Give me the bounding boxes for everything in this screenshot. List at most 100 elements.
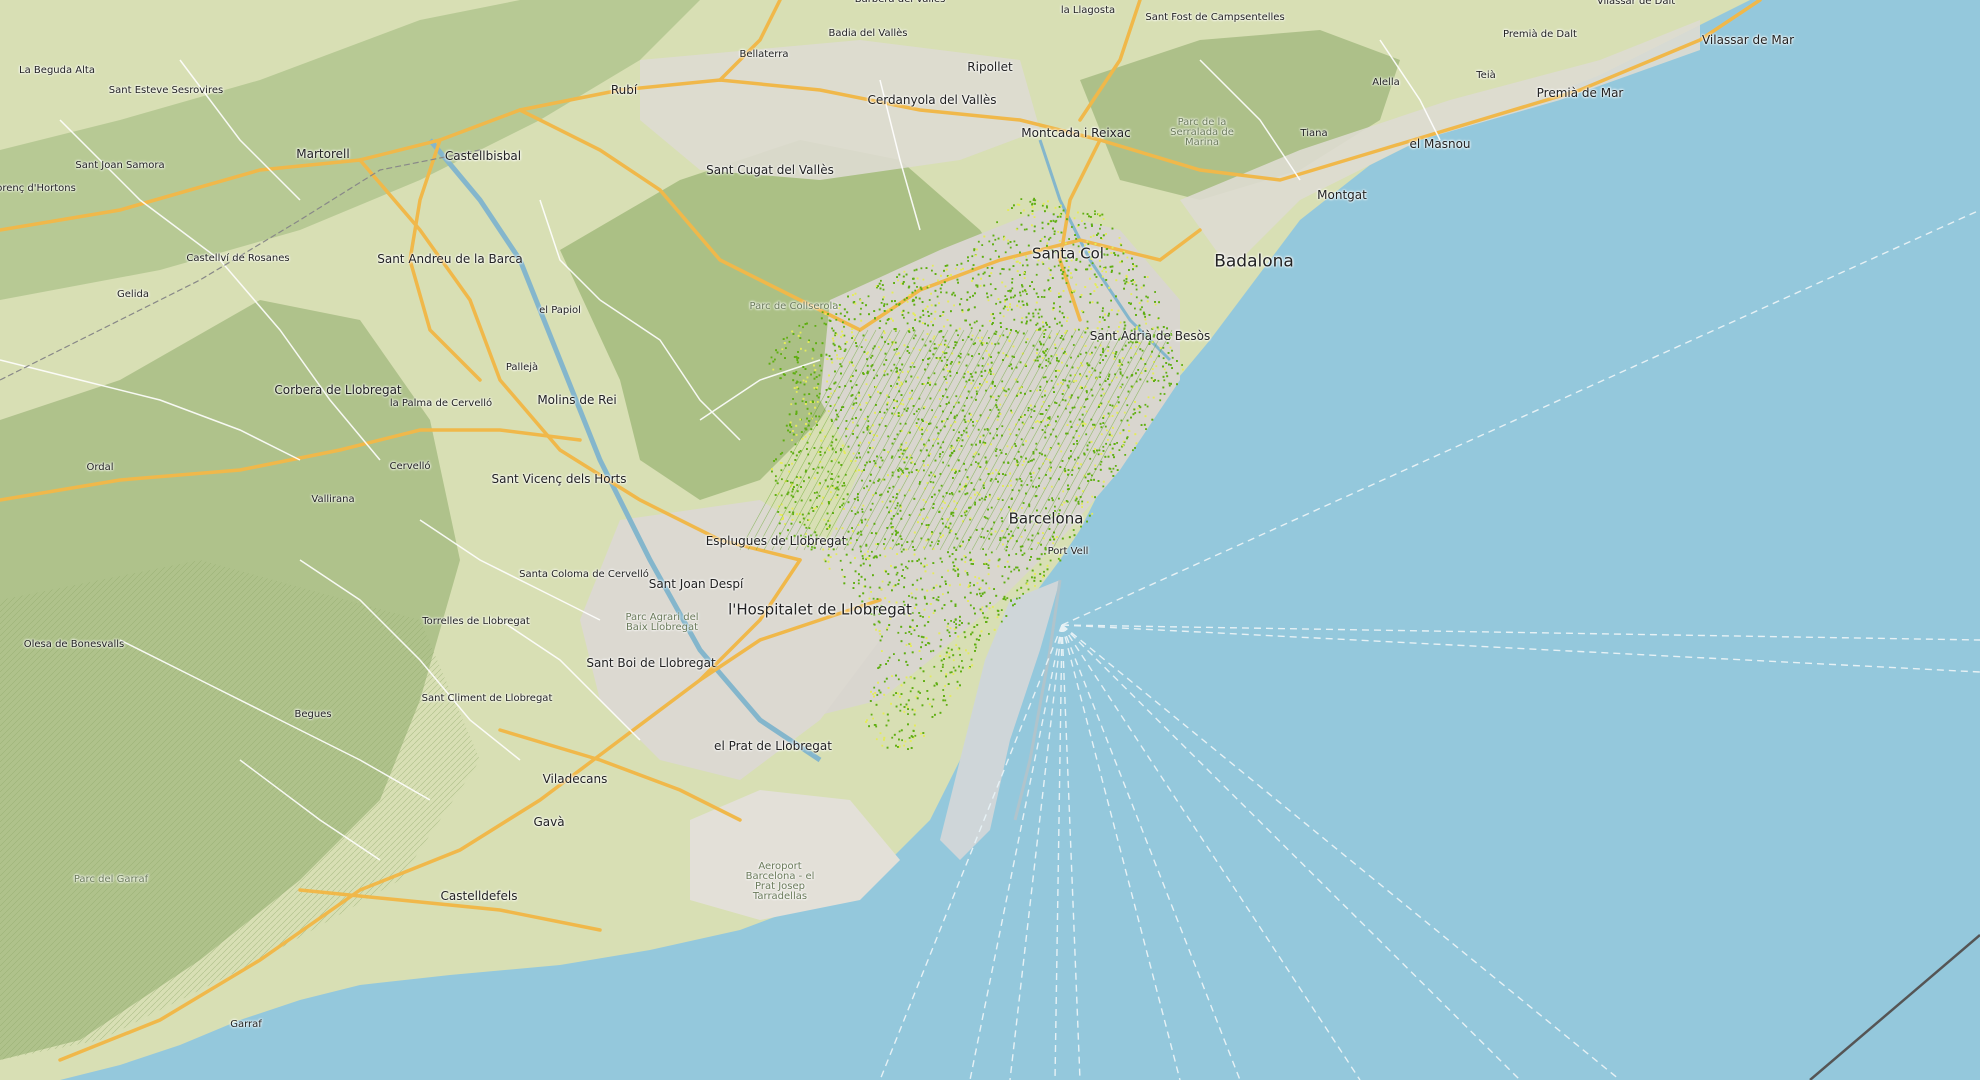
transit-stop bbox=[874, 317, 876, 319]
transit-stop bbox=[960, 670, 962, 673]
transit-stop bbox=[975, 461, 977, 463]
transit-stop bbox=[963, 418, 966, 421]
transit-stop bbox=[1083, 222, 1086, 225]
transit-stop bbox=[1124, 282, 1127, 285]
transit-stop bbox=[1054, 251, 1057, 254]
transit-stop bbox=[1012, 604, 1014, 607]
transit-stop bbox=[1081, 251, 1083, 254]
transit-stop bbox=[994, 530, 997, 533]
transit-stop bbox=[1004, 305, 1006, 308]
transit-stop bbox=[1131, 257, 1133, 260]
transit-stop bbox=[868, 597, 871, 600]
transit-stop bbox=[939, 315, 942, 317]
transit-stop bbox=[881, 744, 884, 747]
transit-stop bbox=[945, 403, 948, 405]
transit-stop bbox=[988, 633, 990, 635]
transit-stop bbox=[1079, 353, 1082, 356]
transit-stop bbox=[779, 453, 782, 455]
transit-stop bbox=[1050, 466, 1052, 469]
transit-stop bbox=[927, 621, 930, 623]
transit-stop bbox=[1083, 422, 1085, 425]
transit-stop bbox=[909, 690, 912, 693]
transit-stop bbox=[894, 328, 897, 330]
transit-stop bbox=[1111, 404, 1114, 407]
transit-stop bbox=[1062, 389, 1065, 392]
transit-stop bbox=[938, 510, 941, 513]
transit-stop bbox=[1100, 284, 1103, 286]
transit-stop bbox=[960, 488, 963, 491]
transit-stop bbox=[829, 395, 831, 398]
transit-stop bbox=[929, 349, 932, 352]
transit-stop bbox=[1119, 321, 1122, 324]
transit-stop bbox=[958, 490, 961, 493]
transit-stop bbox=[960, 262, 963, 265]
transit-stop bbox=[979, 284, 982, 287]
transit-stop bbox=[922, 460, 925, 462]
transit-stop bbox=[1170, 333, 1172, 335]
transit-stop bbox=[1009, 241, 1012, 243]
transit-stop bbox=[999, 335, 1001, 337]
transit-stop bbox=[872, 369, 875, 372]
transit-stop bbox=[923, 546, 925, 549]
transit-stop bbox=[879, 691, 882, 694]
transit-stop bbox=[903, 586, 905, 589]
transit-stop bbox=[993, 588, 995, 590]
transit-stop bbox=[845, 435, 848, 438]
transit-stop bbox=[896, 400, 898, 403]
transit-stop bbox=[1030, 479, 1033, 482]
transit-stop bbox=[870, 532, 873, 534]
transit-stop bbox=[913, 303, 916, 306]
transit-stop bbox=[790, 426, 793, 428]
transit-stop bbox=[1117, 254, 1120, 257]
transit-stop bbox=[979, 592, 981, 595]
transit-stop bbox=[987, 473, 990, 475]
transit-stop bbox=[867, 425, 870, 428]
transit-stop bbox=[844, 342, 847, 345]
transit-stop bbox=[983, 235, 986, 238]
transit-stop bbox=[1069, 420, 1072, 423]
transit-stop bbox=[875, 725, 878, 728]
transit-stop bbox=[1117, 401, 1120, 404]
transit-stop bbox=[919, 286, 922, 289]
transit-stop bbox=[1071, 226, 1073, 228]
transit-stop bbox=[975, 320, 978, 323]
transit-stop bbox=[1148, 314, 1151, 316]
transit-stop bbox=[950, 451, 953, 454]
transit-stop bbox=[791, 483, 794, 486]
transit-stop bbox=[775, 349, 777, 352]
transit-stop bbox=[1168, 363, 1170, 366]
transit-stop bbox=[916, 286, 918, 288]
transit-stop bbox=[1043, 570, 1045, 573]
transit-stop bbox=[1086, 240, 1089, 243]
transit-stop bbox=[899, 695, 901, 698]
transit-stop bbox=[1052, 227, 1054, 230]
transit-stop bbox=[1041, 395, 1044, 398]
transit-stop bbox=[953, 546, 956, 549]
transit-stop bbox=[879, 348, 882, 351]
transit-stop bbox=[990, 478, 993, 481]
transit-stop bbox=[1057, 514, 1059, 517]
transit-stop bbox=[914, 607, 916, 609]
transit-stop bbox=[1064, 257, 1067, 259]
transit-stop bbox=[873, 695, 875, 698]
transit-stop bbox=[1026, 293, 1028, 295]
transit-stop bbox=[995, 594, 998, 597]
transit-stop bbox=[936, 683, 938, 686]
transit-stop bbox=[957, 355, 960, 357]
transit-stop bbox=[792, 372, 795, 375]
transit-stop bbox=[874, 724, 877, 726]
transit-stop bbox=[991, 323, 993, 326]
transit-stop bbox=[882, 298, 884, 301]
transit-stop bbox=[1092, 450, 1095, 452]
transit-stop bbox=[788, 340, 791, 343]
transit-stop bbox=[889, 500, 892, 503]
transit-stop bbox=[922, 314, 925, 316]
transit-stop bbox=[850, 510, 853, 512]
transit-stop bbox=[839, 506, 841, 508]
transit-stop bbox=[800, 486, 802, 488]
transit-stop bbox=[870, 430, 873, 433]
transit-stop bbox=[1051, 277, 1054, 279]
transit-stop bbox=[957, 281, 959, 284]
transit-stop bbox=[913, 497, 916, 500]
